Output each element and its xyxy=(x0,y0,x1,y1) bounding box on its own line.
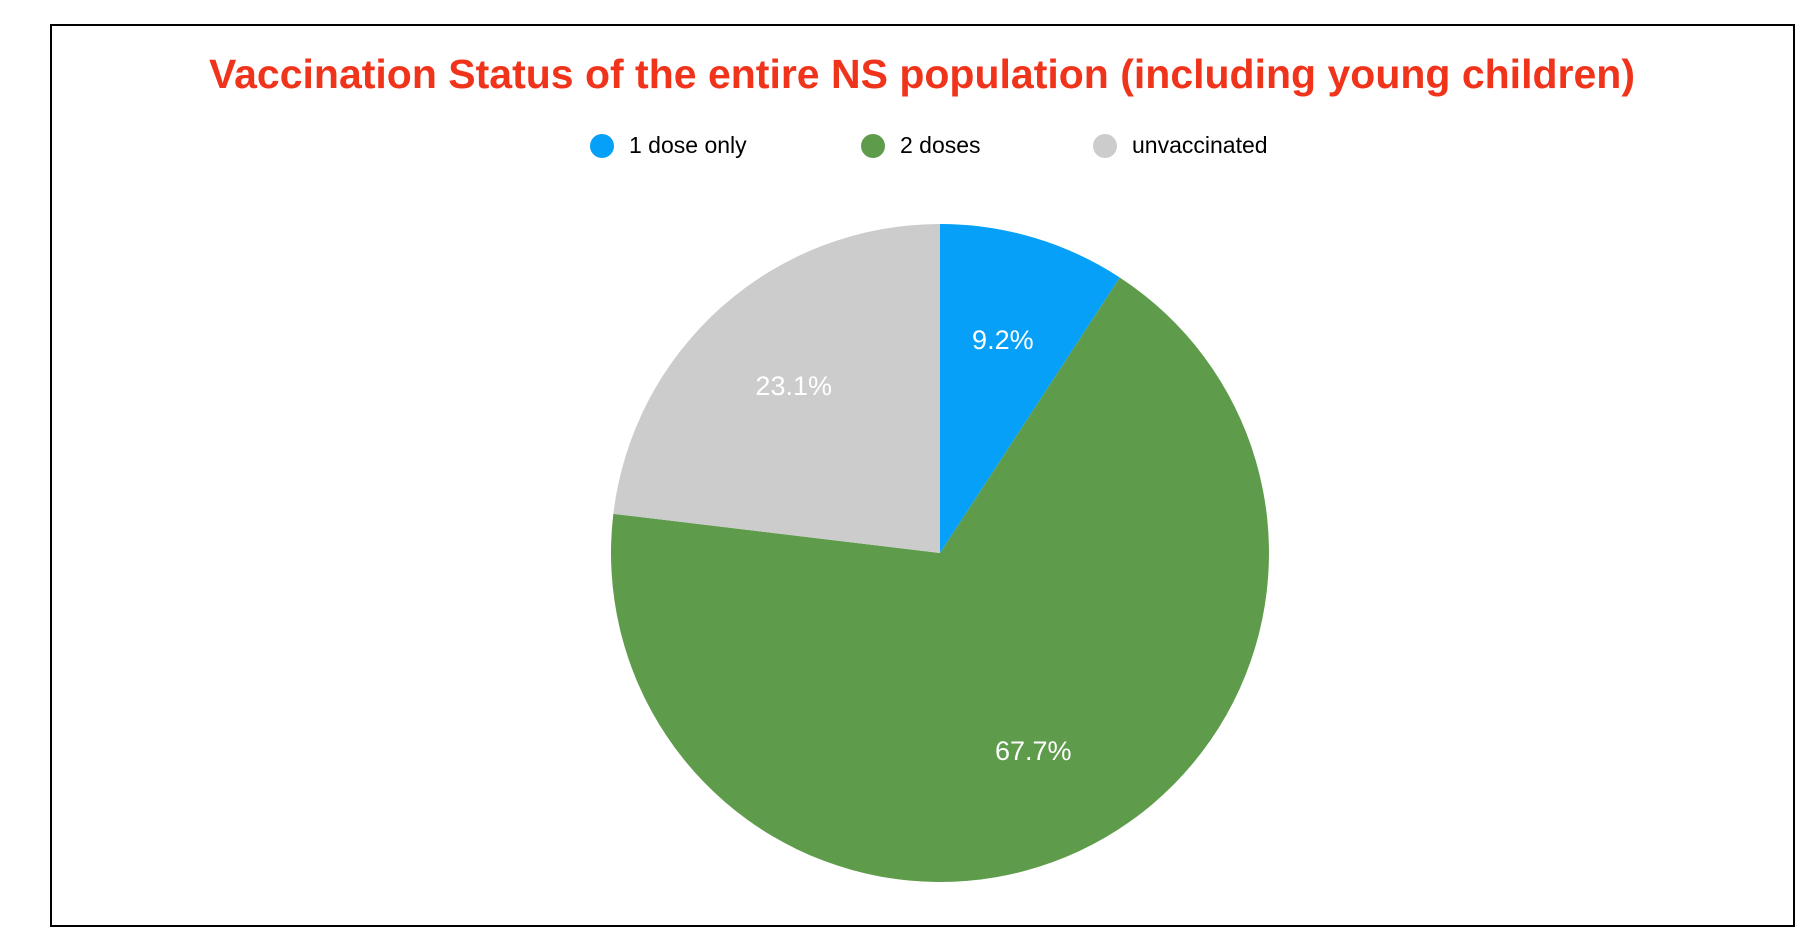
legend-label: unvaccinated xyxy=(1132,132,1268,158)
data-label: 23.1% xyxy=(755,371,832,401)
chart-title: Vaccination Status of the entire NS popu… xyxy=(209,51,1635,97)
pie-slice xyxy=(940,224,1120,553)
pie-slice xyxy=(613,224,940,553)
legend-marker xyxy=(590,134,614,158)
legend-marker xyxy=(1093,134,1117,158)
data-label: 67.7% xyxy=(995,736,1072,766)
legend-label: 1 dose only xyxy=(629,132,747,158)
legend-label: 2 doses xyxy=(900,132,981,158)
pie-slice xyxy=(610,277,1269,883)
legend-marker xyxy=(861,134,885,158)
data-label: 9.2% xyxy=(972,325,1034,355)
